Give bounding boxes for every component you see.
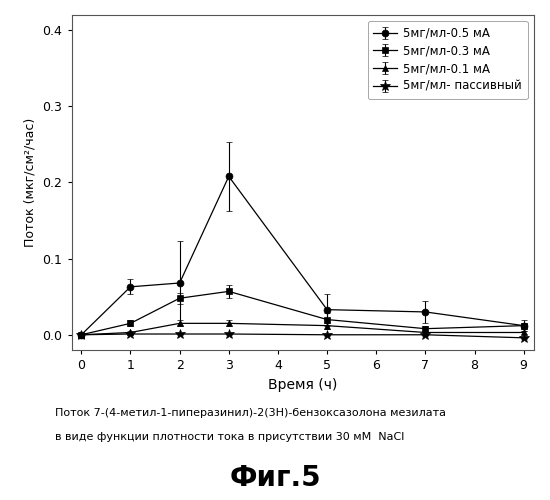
Y-axis label: Поток (мкг/см²/час): Поток (мкг/см²/час) [24,118,37,247]
Legend: 5мг/мл-0.5 мА, 5мг/мл-0.3 мА, 5мг/мл-0.1 мА, 5мг/мл- пассивный: 5мг/мл-0.5 мА, 5мг/мл-0.3 мА, 5мг/мл-0.1… [367,21,527,99]
Text: Фиг.5: Фиг.5 [229,464,321,491]
X-axis label: Время (ч): Время (ч) [268,378,337,392]
Text: Поток 7-(4-метил-1-пиперазинил)-2(3Н)-бензоксазолона мезилата: Поток 7-(4-метил-1-пиперазинил)-2(3Н)-бе… [55,408,446,418]
Text: в виде функции плотности тока в присутствии 30 мМ  NaCl: в виде функции плотности тока в присутст… [55,432,404,442]
